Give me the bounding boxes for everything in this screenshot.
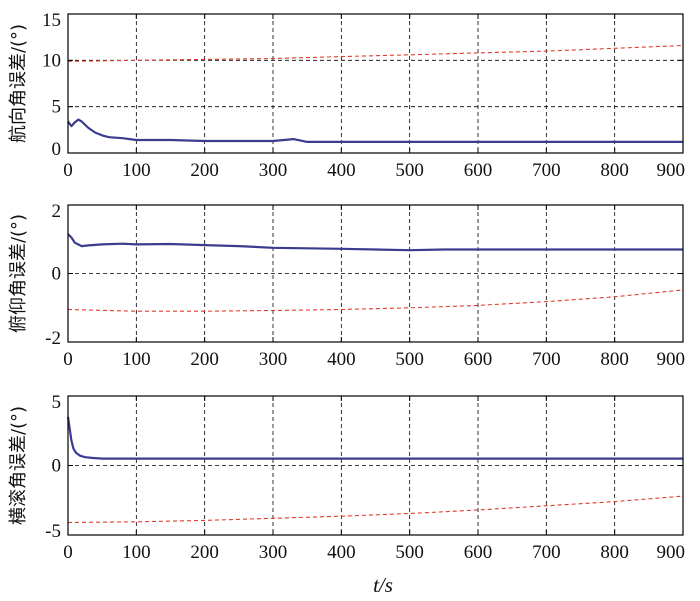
x-tick-label: 800 <box>600 542 629 563</box>
y-tick-label: 10 <box>42 50 61 71</box>
x-tick-label: 500 <box>395 542 424 563</box>
x-tick-label: 700 <box>532 349 561 370</box>
x-tick-label: 400 <box>327 349 356 370</box>
x-tick-label: 0 <box>63 542 73 563</box>
x-tick-label: 800 <box>600 160 629 181</box>
panel-2: 0 100 200 300 400 500 600 700 800 900-202俯仰角误差/(°… <box>8 201 685 370</box>
plot-frame <box>67 13 684 154</box>
x-tick-label: 400 <box>327 160 356 181</box>
panel-1: 0 100 200 300 400 500 600 700 800 900 0 5 10 15 航向角误差/… <box>8 10 685 181</box>
series-line-1 <box>67 118 683 143</box>
y-tick-label: 0 <box>52 264 62 285</box>
x-tick-label: 300 <box>259 349 288 370</box>
x-tick-label: 200 <box>190 160 219 181</box>
series-line-2 <box>67 289 684 312</box>
x-tick-label: 900 <box>657 542 686 563</box>
x-tick-label: 700 <box>532 160 561 181</box>
series-line-1 <box>66 416 683 460</box>
y-tick-label: 5 <box>52 97 62 118</box>
x-tick-label: 900 <box>657 160 686 181</box>
series-line-2 <box>67 495 684 524</box>
x-tick-label: 300 <box>259 160 288 181</box>
x-tick-label: 600 <box>464 160 493 181</box>
x-tick-label: 800 <box>600 349 629 370</box>
x-axis-label: t/s <box>373 573 393 597</box>
x-tick-label: 600 <box>464 542 493 563</box>
y-tick-label: 0 <box>52 456 62 477</box>
x-tick-label: 300 <box>259 542 288 563</box>
x-tick-label: 100 <box>122 160 151 181</box>
x-tick-label: 0 <box>63 349 73 370</box>
series-line-2 <box>67 44 684 62</box>
x-tick-label: 200 <box>190 349 219 370</box>
x-tick-label: 0 <box>63 160 73 181</box>
y-axis-label: 俯仰角误差/(°) <box>8 214 29 333</box>
x-tick-label: 600 <box>464 349 493 370</box>
y-tick-label: -2 <box>45 328 61 349</box>
series-line-1 <box>67 233 683 252</box>
y-axis-label: 横滚角误差/(°) <box>8 406 29 525</box>
x-tick-label: 900 <box>657 349 686 370</box>
x-tick-label: 200 <box>190 542 219 563</box>
y-tick-label: 2 <box>52 201 62 222</box>
x-tick-label: 700 <box>532 542 561 563</box>
y-tick-label: 15 <box>42 10 61 31</box>
x-tick-label: 500 <box>395 160 424 181</box>
y-tick-label: 5 <box>52 392 62 413</box>
panel-3: 0 100 200 300 400 500 600 700 800 900-505横滚角误差/(°… <box>8 392 685 563</box>
y-tick-label: 0 <box>52 139 62 160</box>
x-tick-label: 100 <box>122 349 151 370</box>
y-tick-label: -5 <box>45 521 61 542</box>
y-axis-label: 航向角误差/(°) <box>8 24 29 143</box>
x-tick-label: 500 <box>395 349 424 370</box>
x-tick-label: 400 <box>327 542 356 563</box>
x-tick-label: 100 <box>122 542 151 563</box>
